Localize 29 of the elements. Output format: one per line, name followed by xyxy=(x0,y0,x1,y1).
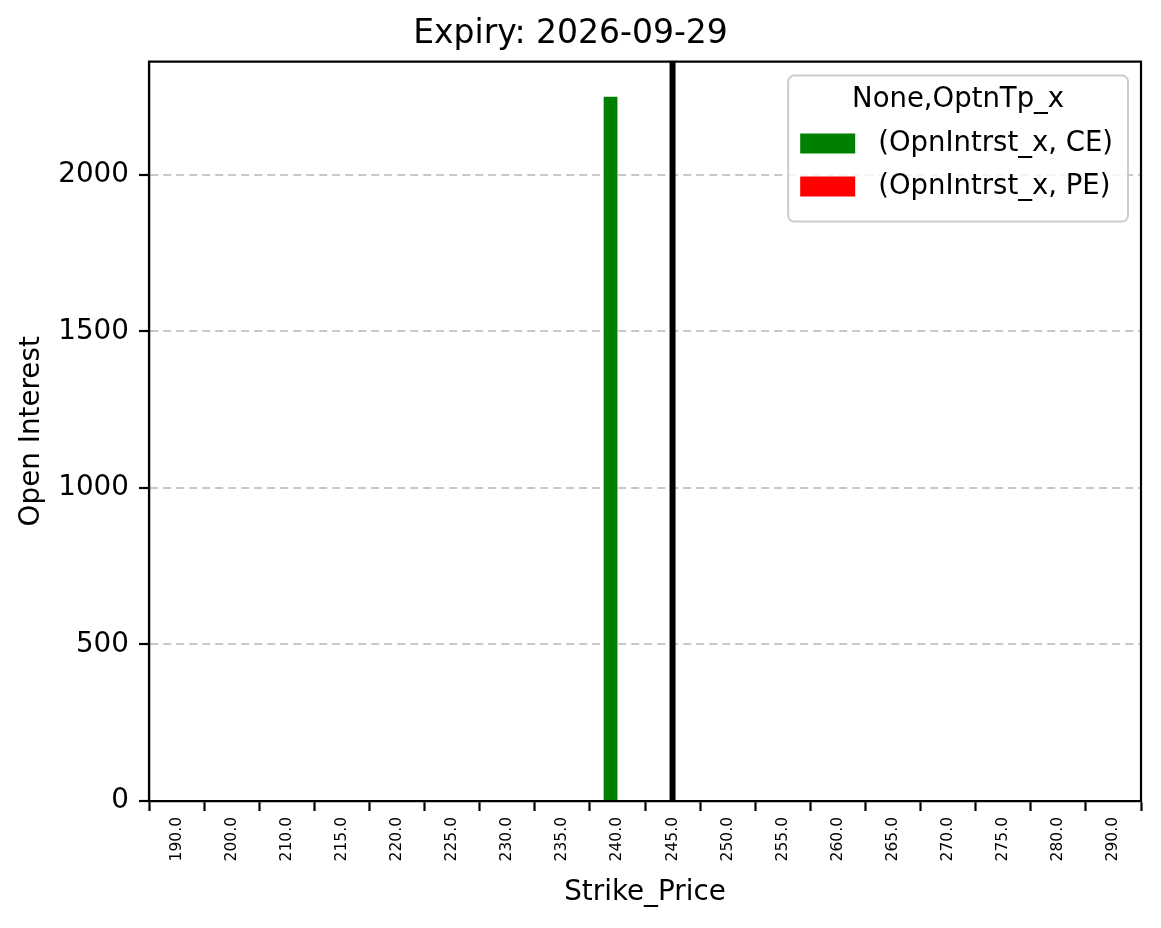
y-tick-label: 2000 xyxy=(58,156,129,190)
x-tick-label: 200.0 xyxy=(221,817,240,862)
legend-label: (OpnIntrst_x, PE) xyxy=(878,167,1111,201)
x-tick-label: 270.0 xyxy=(938,817,957,862)
x-tick-label: 240.0 xyxy=(607,817,626,862)
y-tick-label: 1000 xyxy=(58,469,129,503)
x-tick-label: 220.0 xyxy=(387,817,406,862)
x-tick-label: 235.0 xyxy=(552,817,571,862)
x-tick-label: 250.0 xyxy=(717,817,736,862)
y-tick-label: 1500 xyxy=(58,312,129,346)
x-tick-label: 230.0 xyxy=(497,817,516,862)
y-axis-title: Open Interest xyxy=(12,336,46,527)
x-tick-label: 245.0 xyxy=(662,817,681,862)
x-tick-label: 290.0 xyxy=(1103,817,1122,862)
y-tick-label: 500 xyxy=(75,625,129,659)
x-tick-label: 190.0 xyxy=(166,817,185,862)
x-tick-label: 265.0 xyxy=(883,817,902,862)
x-tick-label: 210.0 xyxy=(276,817,295,862)
chart-title: Expiry: 2026-09-29 xyxy=(413,12,728,52)
x-tick-label: 255.0 xyxy=(772,817,791,862)
x-tick-label: 225.0 xyxy=(442,817,461,862)
x-axis-title: Strike_Price xyxy=(564,873,726,907)
legend-label: (OpnIntrst_x, CE) xyxy=(878,124,1113,158)
x-tick-label: 280.0 xyxy=(1048,817,1067,862)
x-tick-label: 215.0 xyxy=(331,817,350,862)
x-tick-label: 260.0 xyxy=(827,817,846,862)
x-tick-label: 275.0 xyxy=(993,817,1012,862)
y-tick-label: 0 xyxy=(111,782,129,816)
legend-title: None,OptnTp_x xyxy=(852,80,1065,114)
